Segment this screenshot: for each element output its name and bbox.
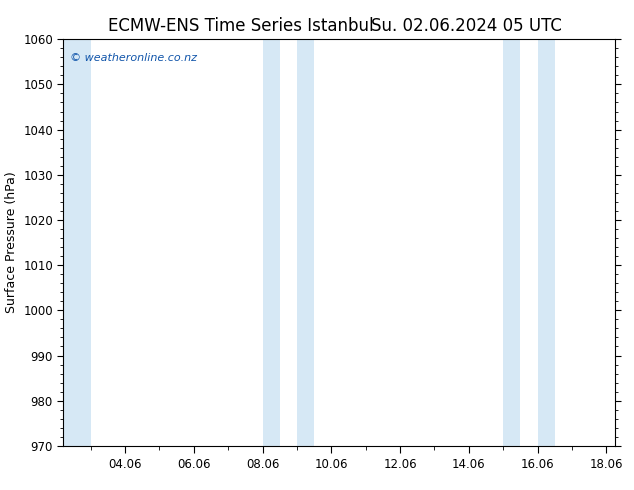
Text: ECMW-ENS Time Series Istanbul: ECMW-ENS Time Series Istanbul: [108, 17, 373, 35]
Text: © weatheronline.co.nz: © weatheronline.co.nz: [70, 53, 197, 63]
Bar: [503, 39, 521, 446]
Bar: [262, 39, 280, 446]
Bar: [63, 39, 91, 446]
Bar: [297, 39, 314, 446]
Text: Su. 02.06.2024 05 UTC: Su. 02.06.2024 05 UTC: [370, 17, 562, 35]
Y-axis label: Surface Pressure (hPa): Surface Pressure (hPa): [4, 172, 18, 314]
Bar: [538, 39, 555, 446]
